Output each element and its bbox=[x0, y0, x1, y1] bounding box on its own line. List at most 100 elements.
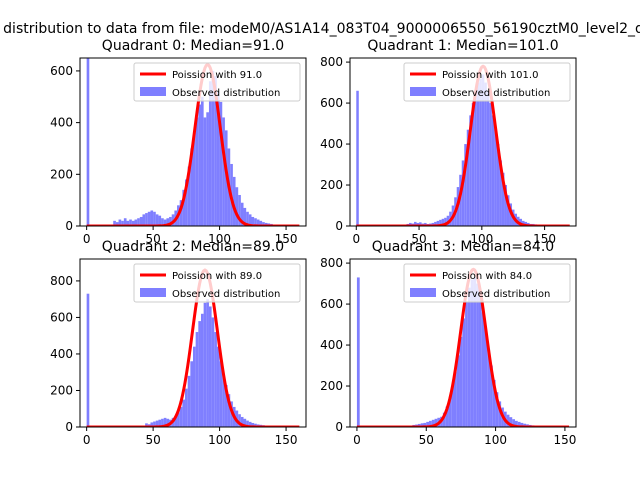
histogram-bar bbox=[131, 220, 135, 226]
histogram-bar bbox=[420, 423, 424, 427]
histogram-bar bbox=[409, 222, 412, 226]
axes-frame bbox=[349, 258, 577, 428]
x-tick-label: 100 bbox=[208, 232, 231, 246]
histogram-bar bbox=[470, 279, 474, 427]
x-tick-label: 0 bbox=[83, 232, 91, 246]
histogram-bar bbox=[200, 96, 204, 226]
histogram-bar bbox=[169, 216, 172, 226]
histogram-bar bbox=[227, 394, 231, 427]
histogram-bar bbox=[174, 416, 178, 427]
x-tick-label: 150 bbox=[275, 433, 298, 447]
legend-hist-label: Observed distribution bbox=[172, 289, 280, 300]
histogram-bar bbox=[248, 421, 252, 427]
histogram-bar bbox=[439, 219, 442, 226]
histogram-bar bbox=[193, 346, 196, 427]
histogram-bar bbox=[158, 419, 162, 427]
y-tick-label: 200 bbox=[320, 379, 343, 393]
histogram-bar bbox=[113, 220, 116, 226]
axes-frame bbox=[349, 57, 577, 227]
histogram-bar bbox=[158, 215, 162, 226]
x-tick-label: 100 bbox=[208, 433, 231, 447]
histogram-bar bbox=[222, 374, 225, 427]
histogram-bar bbox=[494, 129, 497, 226]
histogram-bar bbox=[414, 221, 417, 226]
histogram-bar bbox=[190, 361, 193, 427]
histogram-bar-zero bbox=[86, 58, 90, 226]
histogram-bar bbox=[423, 422, 427, 427]
y-tick-label: 400 bbox=[50, 347, 73, 361]
histogram-bar bbox=[235, 187, 239, 226]
histogram-bar bbox=[166, 418, 170, 427]
x-tick-label: 100 bbox=[470, 232, 493, 246]
histogram-bar bbox=[182, 189, 186, 226]
histogram-bar bbox=[251, 216, 255, 226]
histogram-bar bbox=[216, 346, 220, 427]
histogram-bar bbox=[187, 166, 191, 226]
legend-hist-label: Observed distribution bbox=[442, 289, 550, 300]
y-tick-label: 0 bbox=[65, 219, 73, 233]
subplot-title: Quadrant 3: Median=84.0 bbox=[372, 239, 554, 255]
plot-area bbox=[86, 268, 300, 427]
histogram-bar bbox=[214, 76, 217, 226]
y-tick-label: 0 bbox=[335, 420, 343, 434]
poisson-fit-line bbox=[356, 267, 570, 427]
histogram-bar bbox=[506, 414, 510, 427]
y-tick-label: 600 bbox=[320, 297, 343, 311]
legend-fit-label: Poission with 101.0 bbox=[442, 70, 538, 81]
histogram-bar bbox=[473, 277, 477, 427]
histogram-bar bbox=[499, 160, 502, 226]
histogram-bar bbox=[211, 317, 215, 427]
histogram-bar bbox=[246, 420, 249, 427]
histogram-bar bbox=[484, 330, 488, 427]
y-tick-label: 0 bbox=[335, 219, 343, 233]
histogram-bar bbox=[417, 423, 421, 427]
histogram-bar bbox=[431, 419, 435, 427]
histogram-bar bbox=[456, 355, 460, 427]
x-tick-label: 0 bbox=[83, 433, 91, 447]
subplot-title: Quadrant 1: Median=101.0 bbox=[367, 38, 558, 54]
histogram-bar bbox=[163, 219, 167, 226]
legend-hist-label: Observed distribution bbox=[442, 88, 550, 99]
histogram-bar bbox=[467, 287, 471, 427]
subplot-title: Quadrant 2: Median=89.0 bbox=[102, 239, 284, 255]
histogram-bar bbox=[129, 219, 132, 226]
histogram-bar bbox=[434, 418, 438, 427]
histogram-bar bbox=[444, 217, 447, 226]
histogram-bar bbox=[139, 216, 143, 226]
histogram-bar bbox=[524, 221, 528, 226]
subplot-quadrant-1: 0 50 100 150 0 200 400 600 800 Quadrant 1: Median… bbox=[320, 38, 577, 246]
y-tick-label: 800 bbox=[320, 256, 343, 270]
histogram-bar bbox=[166, 218, 170, 226]
histogram-bar bbox=[243, 207, 247, 226]
x-tick-label: 150 bbox=[275, 232, 298, 246]
histogram-bar bbox=[498, 401, 502, 427]
histogram-bar bbox=[161, 218, 164, 226]
histogram-bar bbox=[238, 194, 241, 226]
legend-hist-swatch bbox=[410, 288, 436, 297]
histogram-bar bbox=[254, 218, 257, 226]
histogram-bar bbox=[200, 313, 204, 427]
histogram-bar bbox=[187, 375, 191, 427]
x-tick-label: 50 bbox=[411, 232, 426, 246]
histogram-bar bbox=[203, 117, 207, 226]
histogram-bar bbox=[520, 422, 524, 427]
histogram-bar bbox=[248, 214, 252, 226]
histogram-bar bbox=[484, 82, 487, 226]
histogram-bar bbox=[465, 302, 468, 427]
histogram-bar bbox=[481, 312, 485, 427]
histogram-bar bbox=[506, 195, 510, 226]
histogram-bar bbox=[501, 172, 505, 226]
subplot-quadrant-0: 0 50 100 150 0 200 400 600 Quadrant 0: Median=91… bbox=[50, 38, 307, 246]
x-tick-label: 150 bbox=[533, 232, 556, 246]
histogram-bar bbox=[142, 214, 146, 226]
histogram-bar bbox=[214, 332, 217, 427]
subplot-title: Quadrant 0: Median=91.0 bbox=[102, 38, 284, 54]
histogram-bar bbox=[466, 129, 470, 226]
histogram-bar bbox=[462, 318, 466, 427]
histogram-bar bbox=[464, 144, 467, 226]
poisson-fit-line bbox=[86, 268, 300, 427]
histogram-bar bbox=[195, 117, 199, 226]
histogram-bar bbox=[198, 321, 201, 427]
histogram-bar bbox=[153, 421, 156, 427]
